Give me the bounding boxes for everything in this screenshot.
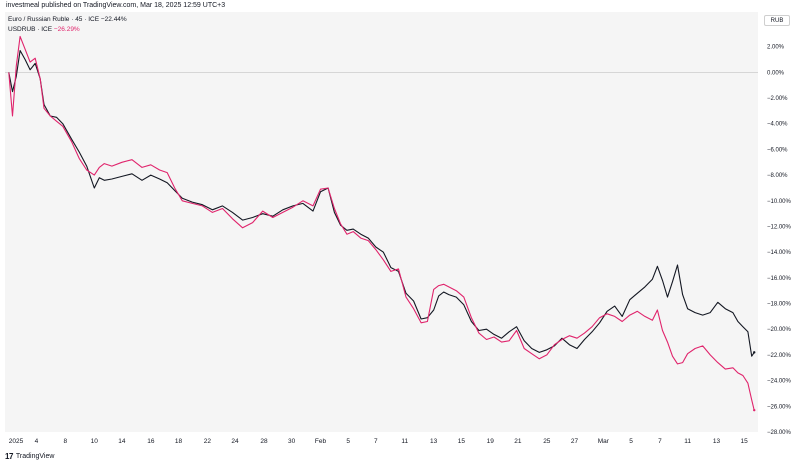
x-tick-label: 18 [175, 438, 183, 445]
x-tick-label: 7 [374, 438, 378, 445]
y-tick-label: −28.00% [767, 430, 792, 436]
publisher-header: investmeal published on TradingView.com,… [0, 0, 800, 12]
y-tick-label: −24.00% [767, 379, 792, 385]
x-tick-label: 5 [629, 438, 633, 445]
x-tick-label: 22 [204, 438, 212, 445]
x-tick-label: 2025 [9, 438, 24, 445]
x-tick-label: 10 [91, 438, 99, 445]
y-tick-label: −8.00% [767, 173, 788, 179]
x-tick-label: Feb [315, 438, 327, 445]
y-tick-label: −22.00% [767, 353, 792, 359]
x-tick-label: 15 [458, 438, 466, 445]
publisher-text: investmeal published on TradingView.com,… [6, 2, 226, 9]
x-tick-label: 4 [35, 438, 39, 445]
y-tick-label: −14.00% [767, 250, 792, 256]
x-tick-label: 13 [713, 438, 721, 445]
legend-usd-row[interactable]: USDRUB · ICE −26.29% [8, 25, 127, 35]
y-tick-label: −16.00% [767, 276, 792, 282]
x-tick-label: 30 [288, 438, 296, 445]
y-tick-label: −6.00% [767, 147, 788, 153]
y-tick-label: −18.00% [767, 302, 792, 308]
x-tick-label: 7 [658, 438, 662, 445]
footer: 17 TradingView [5, 451, 54, 463]
series-line-usdrub [8, 35, 755, 411]
legend-eur-label: Euro / Russian Ruble · 45 · ICE [8, 16, 100, 23]
series-line-eurrub [8, 49, 755, 357]
series-end-point-usdrub [753, 408, 756, 412]
y-tick-label: −10.00% [767, 199, 792, 205]
legend-usd-label: USDRUB · ICE [8, 26, 53, 33]
x-tick-label: 27 [571, 438, 579, 445]
y-tick-label: 0.00% [767, 70, 785, 76]
legend-eur-change: −22.44% [100, 16, 127, 23]
plot-area[interactable] [5, 12, 758, 432]
x-tick-label: 25 [543, 438, 551, 445]
legend: Euro / Russian Ruble · 45 · ICE −22.44% … [8, 15, 127, 35]
x-tick-label: 19 [487, 438, 495, 445]
currency-button[interactable]: RUB [764, 15, 790, 26]
brand-name[interactable]: TradingView [15, 453, 55, 460]
y-tick-label: −26.00% [767, 404, 792, 410]
x-tick-label: 14 [118, 438, 126, 445]
tradingview-logo-icon[interactable]: 17 [5, 452, 13, 461]
x-tick-label: 13 [430, 438, 438, 445]
y-tick-label: −20.00% [767, 327, 792, 333]
x-tick-label: 5 [346, 438, 350, 445]
series-end-point-eurrub [753, 351, 756, 354]
x-tick-label: 24 [231, 438, 239, 445]
x-tick-label: 21 [514, 438, 522, 445]
x-tick-label: Mar [598, 438, 610, 445]
legend-usd-change: −26.29% [53, 26, 80, 33]
x-tick-label: 11 [401, 438, 408, 445]
x-tick-label: 16 [147, 438, 155, 445]
x-tick-label: 15 [741, 438, 749, 445]
y-tick-label: −12.00% [767, 224, 792, 230]
y-tick-label: 2.00% [767, 45, 785, 51]
x-tick-label: 8 [64, 438, 68, 445]
y-tick-label: −4.00% [767, 122, 788, 128]
x-tick-label: 11 [684, 438, 691, 445]
y-tick-label: −2.00% [767, 96, 788, 102]
legend-eur-row[interactable]: Euro / Russian Ruble · 45 · ICE −22.44% [8, 15, 127, 25]
x-tick-label: 28 [260, 438, 268, 445]
